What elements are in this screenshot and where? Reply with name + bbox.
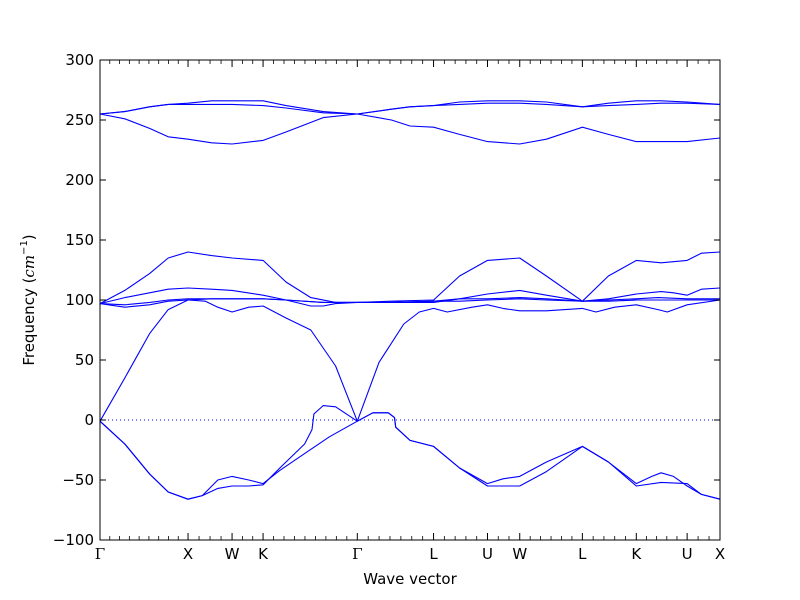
x-tick-label-L: L xyxy=(578,545,587,563)
y-tick-label: 200 xyxy=(65,171,94,189)
x-tick-label-Γ: Γ xyxy=(352,545,362,563)
y-tick-label: 100 xyxy=(65,291,94,309)
y-tick-label: −100 xyxy=(53,531,94,549)
x-tick-label-W: W xyxy=(512,545,527,563)
y-axis-label: Frequency (cm−1) xyxy=(19,234,38,365)
x-axis-label: Wave vector xyxy=(363,570,457,588)
phonon-band-10 xyxy=(99,102,721,115)
x-tick-label-K: K xyxy=(631,545,642,563)
x-tick-label-K: K xyxy=(258,545,269,563)
phonon-band-7 xyxy=(99,287,721,305)
x-tick-label-L: L xyxy=(429,545,438,563)
phonon-band-4 xyxy=(99,299,721,422)
x-tick-label-W: W xyxy=(225,545,240,563)
x-tick-label-U: U xyxy=(682,545,693,563)
y-tick-label: 300 xyxy=(65,51,94,69)
y-axis-label-suffix: ) xyxy=(20,234,38,240)
x-tick-label-X: X xyxy=(183,545,193,563)
y-tick-label: 50 xyxy=(75,351,94,369)
y-axis-label-unit: cm xyxy=(20,255,38,278)
phonon-band-9 xyxy=(99,113,721,145)
y-axis-label-prefix: Frequency ( xyxy=(20,278,38,366)
x-tick-label-U: U xyxy=(482,545,493,563)
phonon-band-11 xyxy=(99,100,721,115)
plot-frame xyxy=(99,59,721,541)
x-tick-label-Γ: Γ xyxy=(95,545,105,563)
y-tick-label: 0 xyxy=(84,411,94,429)
phonon-band-3 xyxy=(357,412,721,500)
phonon-band-8 xyxy=(99,251,721,305)
y-tick-label: −50 xyxy=(62,471,94,489)
x-tick-label-X: X xyxy=(715,545,725,563)
y-tick-label: 150 xyxy=(65,231,94,249)
y-tick-label: 250 xyxy=(65,111,94,129)
y-axis-label-exp: −1 xyxy=(19,240,30,255)
